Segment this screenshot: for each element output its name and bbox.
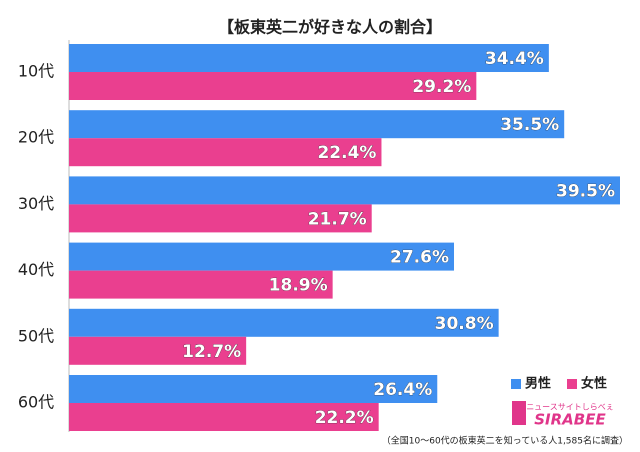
value-label: 22.2%: [315, 408, 374, 428]
bar: [69, 242, 455, 271]
value-label: 30.8%: [435, 314, 494, 334]
legend-swatch: [567, 379, 577, 389]
y-tick-label: 10代: [18, 62, 54, 81]
footnote: （全国10〜60代の板東英二を知っている人1,585名に調査）: [382, 435, 628, 447]
y-tick-label: 60代: [18, 393, 54, 412]
bar: [69, 110, 565, 139]
legend-label: 女性: [581, 376, 607, 392]
logo-tagline: ニュースサイトしらべぇ: [526, 403, 614, 412]
y-tick-label: 40代: [18, 260, 54, 279]
bar: [69, 204, 372, 233]
value-label: 26.4%: [373, 380, 432, 400]
logo: ニュースサイトしらべぇ SIRABEE: [512, 401, 614, 429]
value-label: 35.5%: [500, 115, 559, 135]
y-tick-label: 20代: [18, 128, 54, 147]
bar: [69, 336, 247, 365]
value-label: 39.5%: [556, 181, 615, 201]
legend-label: 男性: [525, 376, 551, 392]
logo-name: SIRABEE: [534, 411, 606, 429]
bar: [69, 308, 499, 337]
value-label: 18.9%: [269, 276, 328, 296]
value-label: 12.7%: [182, 342, 241, 362]
legend-swatch: [511, 379, 521, 389]
logo-icon: [512, 401, 526, 425]
y-tick-label: 30代: [18, 194, 54, 213]
bar: [69, 44, 549, 72]
bar: [69, 403, 379, 431]
value-label: 34.4%: [485, 49, 544, 69]
value-label: 21.7%: [308, 209, 367, 229]
chart-title: 【板東英二が好きな人の割合】: [218, 18, 442, 37]
bar: [69, 375, 438, 403]
y-tick-label: 50代: [18, 326, 54, 345]
bar: [69, 270, 333, 299]
value-label: 29.2%: [412, 77, 471, 97]
bar: [69, 176, 620, 205]
bar: [69, 138, 382, 167]
bar: [69, 72, 477, 100]
value-label: 27.6%: [390, 248, 449, 268]
value-label: 22.4%: [317, 143, 376, 163]
